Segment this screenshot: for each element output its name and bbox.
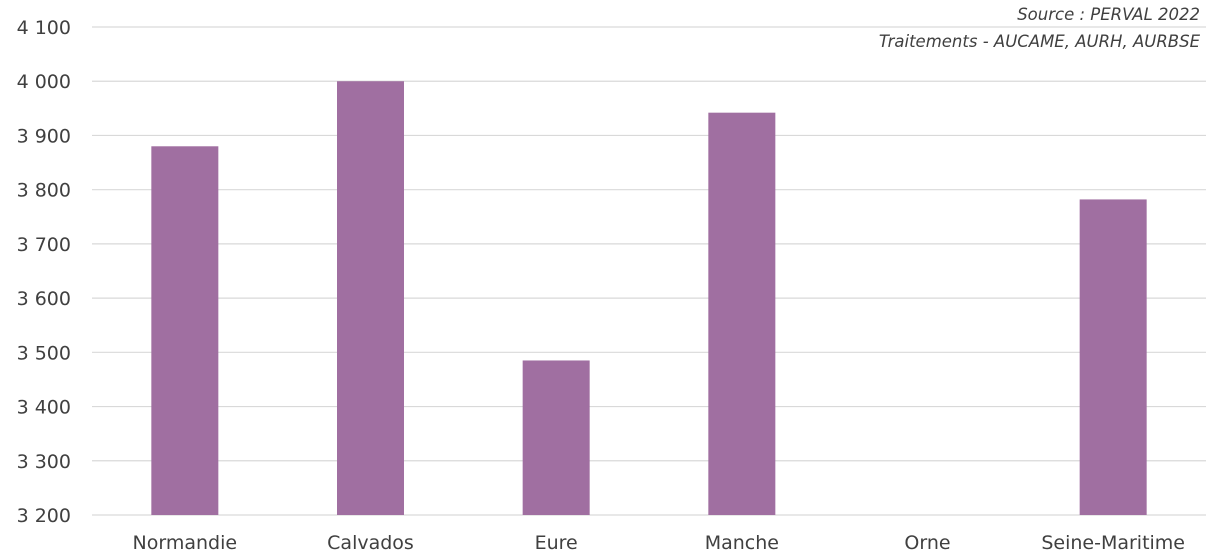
- bar-seine-maritime: [1079, 199, 1147, 515]
- x-category-label: Seine-Maritime: [1041, 532, 1185, 554]
- bar-calvados: [337, 81, 404, 515]
- source-note: Source : PERVAL 2022: [1017, 5, 1200, 24]
- y-tick-label: 3 700: [17, 234, 71, 256]
- y-tick-label: 3 300: [17, 451, 71, 473]
- x-category-label: Normandie: [133, 532, 238, 554]
- x-category-label: Calvados: [327, 532, 414, 554]
- y-tick-label: 4 100: [17, 17, 71, 39]
- y-tick-label: 3 800: [17, 180, 71, 202]
- bar-eure: [522, 360, 590, 515]
- y-tick-label: 3 600: [17, 288, 71, 310]
- gridlines: [92, 26, 1206, 516]
- y-tick-label: 3 900: [17, 125, 71, 147]
- y-tick-label: 3 500: [17, 342, 71, 364]
- source-annotations: Source : PERVAL 2022 Traitements - AUCAME…: [879, 5, 1201, 51]
- x-axis-category-labels: Normandie Calvados Eure Manche Orne Seine-Mar…: [133, 532, 1185, 554]
- processing-note: Traitements - AUCAME, AURH, AURBSE: [879, 32, 1201, 51]
- y-tick-label: 3 400: [17, 397, 71, 419]
- x-category-label: Eure: [535, 532, 578, 554]
- y-axis-tick-labels: 3 200 3 300 3 400 3 500 3 600 3 700 3 800 3 900…: [17, 17, 71, 527]
- bar-manche: [708, 112, 776, 515]
- y-tick-label: 4 000: [17, 71, 71, 93]
- bars: [151, 81, 1147, 516]
- x-category-label: Orne: [904, 532, 950, 554]
- bar-normandie: [151, 146, 219, 516]
- y-tick-label: 3 200: [17, 505, 71, 527]
- x-category-label: Manche: [705, 532, 779, 554]
